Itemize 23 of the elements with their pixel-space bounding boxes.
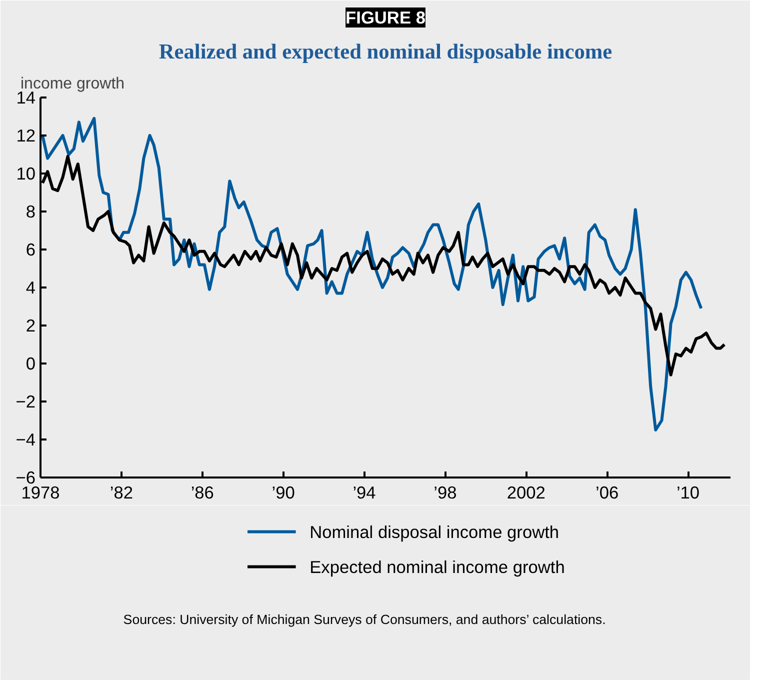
- x-tick-label: ’82: [110, 482, 133, 502]
- legend-label: Nominal disposal income growth: [310, 522, 560, 542]
- x-tick-label: ’90: [272, 482, 295, 502]
- source-note: Sources: University of Michigan Surveys of Consumers, and authors’ calculations.: [123, 612, 606, 627]
- y-tick-label: 0: [26, 354, 36, 374]
- x-tick-label: ’06: [596, 482, 619, 502]
- x-tick-label: ’10: [676, 482, 700, 502]
- y-tick-label: −4: [16, 430, 36, 450]
- x-tick-label: ’98: [434, 482, 457, 502]
- x-tick-label: ’86: [190, 482, 214, 502]
- x-tick-label: ’94: [352, 482, 376, 502]
- chart-title: Realized and expected nominal disposable income: [158, 40, 612, 64]
- caption: FIGURE 8: [346, 8, 426, 28]
- line-series: [41, 116, 703, 432]
- legend-label: Expected nominal income growth: [310, 556, 565, 577]
- y-tick-label: 6: [26, 240, 36, 260]
- y-tick-label: 10: [16, 164, 36, 184]
- y-tick-label: 12: [16, 126, 36, 146]
- y-tick-label: −2: [16, 392, 36, 412]
- y-tick-label: 4: [26, 278, 36, 298]
- y-tick-label: 2: [26, 316, 36, 336]
- x-tick-label: 2002: [506, 482, 546, 502]
- y-tick-label: 8: [26, 202, 36, 222]
